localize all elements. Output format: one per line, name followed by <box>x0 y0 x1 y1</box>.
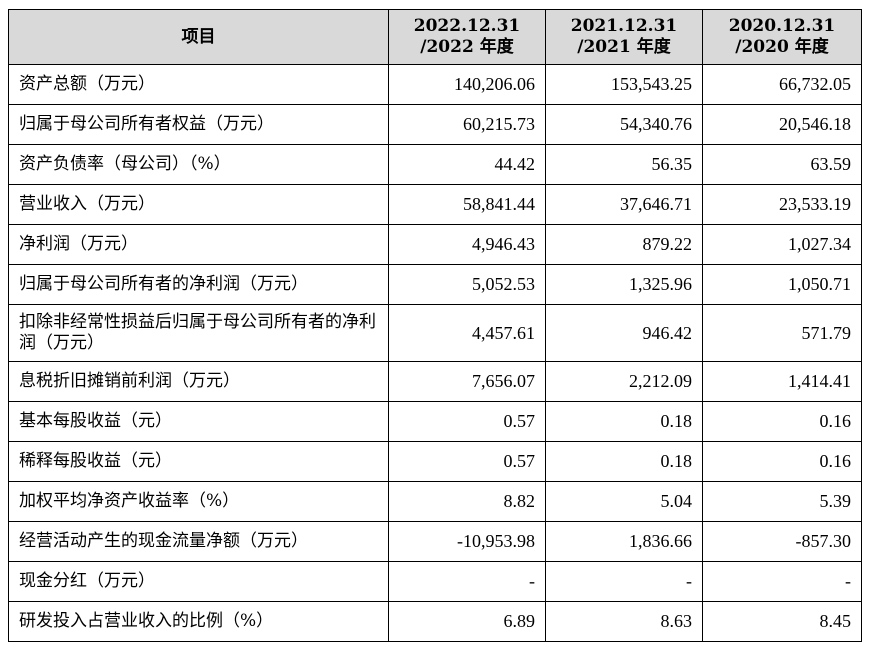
value-2022: 4,946.43 <box>388 224 546 265</box>
value-2021: 54,340.76 <box>545 104 703 145</box>
value-2021: 1,836.66 <box>545 521 703 562</box>
row-label: 扣除非经常性损益后归属于母公司所有者的净利润（万元） <box>8 304 389 362</box>
row-label: 加权平均净资产收益率（%） <box>8 481 389 522</box>
value-2021: 56.35 <box>545 144 703 185</box>
value-2021: 946.42 <box>545 304 703 362</box>
value-2022: 0.57 <box>388 441 546 482</box>
table-row: 现金分红（万元） - - - <box>8 561 862 602</box>
table-row: 归属于母公司所有者的净利润（万元） 5,052.53 1,325.96 1,05… <box>8 264 862 305</box>
value-2020: 571.79 <box>702 304 862 362</box>
value-2021: 0.18 <box>545 441 703 482</box>
row-label: 经营活动产生的现金流量净额（万元） <box>8 521 389 562</box>
value-2020: 5.39 <box>702 481 862 522</box>
value-2021: 5.04 <box>545 481 703 522</box>
table-row: 营业收入（万元） 58,841.44 37,646.71 23,533.19 <box>8 184 862 225</box>
value-2022: 58,841.44 <box>388 184 546 225</box>
value-2021: 1,325.96 <box>545 264 703 305</box>
table-row: 研发投入占营业收入的比例（%） 6.89 8.63 8.45 <box>8 601 862 642</box>
row-label: 资产总额（万元） <box>8 64 389 105</box>
value-2021: 8.63 <box>545 601 703 642</box>
value-2020: 1,050.71 <box>702 264 862 305</box>
value-2022: 0.57 <box>388 401 546 442</box>
row-label: 归属于母公司所有者权益（万元） <box>8 104 389 145</box>
value-2022: -10,953.98 <box>388 521 546 562</box>
table-row: 息税折旧摊销前利润（万元） 7,656.07 2,212.09 1,414.41 <box>8 361 862 402</box>
value-2020: - <box>702 561 862 602</box>
row-label: 现金分红（万元） <box>8 561 389 602</box>
financial-indicators-table: 项目 2022.12.31/2022 年度 2021.12.31/2021 年度… <box>8 9 862 642</box>
value-2020: 1,027.34 <box>702 224 862 265</box>
value-2020: 23,533.19 <box>702 184 862 225</box>
row-label: 资产负债率（母公司）（%） <box>8 144 389 185</box>
table-row: 归属于母公司所有者权益（万元） 60,215.73 54,340.76 20,5… <box>8 104 862 145</box>
value-2022: 8.82 <box>388 481 546 522</box>
table-row: 加权平均净资产收益率（%） 8.82 5.04 5.39 <box>8 481 862 522</box>
row-label: 营业收入（万元） <box>8 184 389 225</box>
table-row: 资产负债率（母公司）（%） 44.42 56.35 63.59 <box>8 144 862 185</box>
value-2020: 63.59 <box>702 144 862 185</box>
row-label: 归属于母公司所有者的净利润（万元） <box>8 264 389 305</box>
row-label: 稀释每股收益（元） <box>8 441 389 482</box>
header-2020: 2020.12.31/2020 年度 <box>702 9 862 65</box>
value-2022: 5,052.53 <box>388 264 546 305</box>
value-2020: 66,732.05 <box>702 64 862 105</box>
row-label: 净利润（万元） <box>8 224 389 265</box>
table-row: 经营活动产生的现金流量净额（万元） -10,953.98 1,836.66 -8… <box>8 521 862 562</box>
value-2022: 140,206.06 <box>388 64 546 105</box>
table-row: 扣除非经常性损益后归属于母公司所有者的净利润（万元） 4,457.61 946.… <box>8 304 862 362</box>
value-2022: 60,215.73 <box>388 104 546 145</box>
row-label: 息税折旧摊销前利润（万元） <box>8 361 389 402</box>
row-label: 基本每股收益（元） <box>8 401 389 442</box>
value-2022: 44.42 <box>388 144 546 185</box>
value-2021: 2,212.09 <box>545 361 703 402</box>
table-row: 基本每股收益（元） 0.57 0.18 0.16 <box>8 401 862 442</box>
value-2020: -857.30 <box>702 521 862 562</box>
value-2020: 0.16 <box>702 401 862 442</box>
header-item: 项目 <box>8 9 389 65</box>
value-2022: 6.89 <box>388 601 546 642</box>
table-row: 资产总额（万元） 140,206.06 153,543.25 66,732.05 <box>8 64 862 105</box>
header-2021: 2021.12.31/2021 年度 <box>545 9 703 65</box>
value-2020: 20,546.18 <box>702 104 862 145</box>
value-2021: 0.18 <box>545 401 703 442</box>
table-header-row: 项目 2022.12.31/2022 年度 2021.12.31/2021 年度… <box>8 9 862 65</box>
value-2021: 37,646.71 <box>545 184 703 225</box>
value-2022: 7,656.07 <box>388 361 546 402</box>
header-2022: 2022.12.31/2022 年度 <box>388 9 546 65</box>
value-2021: 153,543.25 <box>545 64 703 105</box>
value-2020: 8.45 <box>702 601 862 642</box>
value-2021: 879.22 <box>545 224 703 265</box>
value-2020: 0.16 <box>702 441 862 482</box>
value-2021: - <box>545 561 703 602</box>
table-row: 净利润（万元） 4,946.43 879.22 1,027.34 <box>8 224 862 265</box>
value-2022: - <box>388 561 546 602</box>
value-2020: 1,414.41 <box>702 361 862 402</box>
value-2022: 4,457.61 <box>388 304 546 362</box>
row-label: 研发投入占营业收入的比例（%） <box>8 601 389 642</box>
table-row: 稀释每股收益（元） 0.57 0.18 0.16 <box>8 441 862 482</box>
